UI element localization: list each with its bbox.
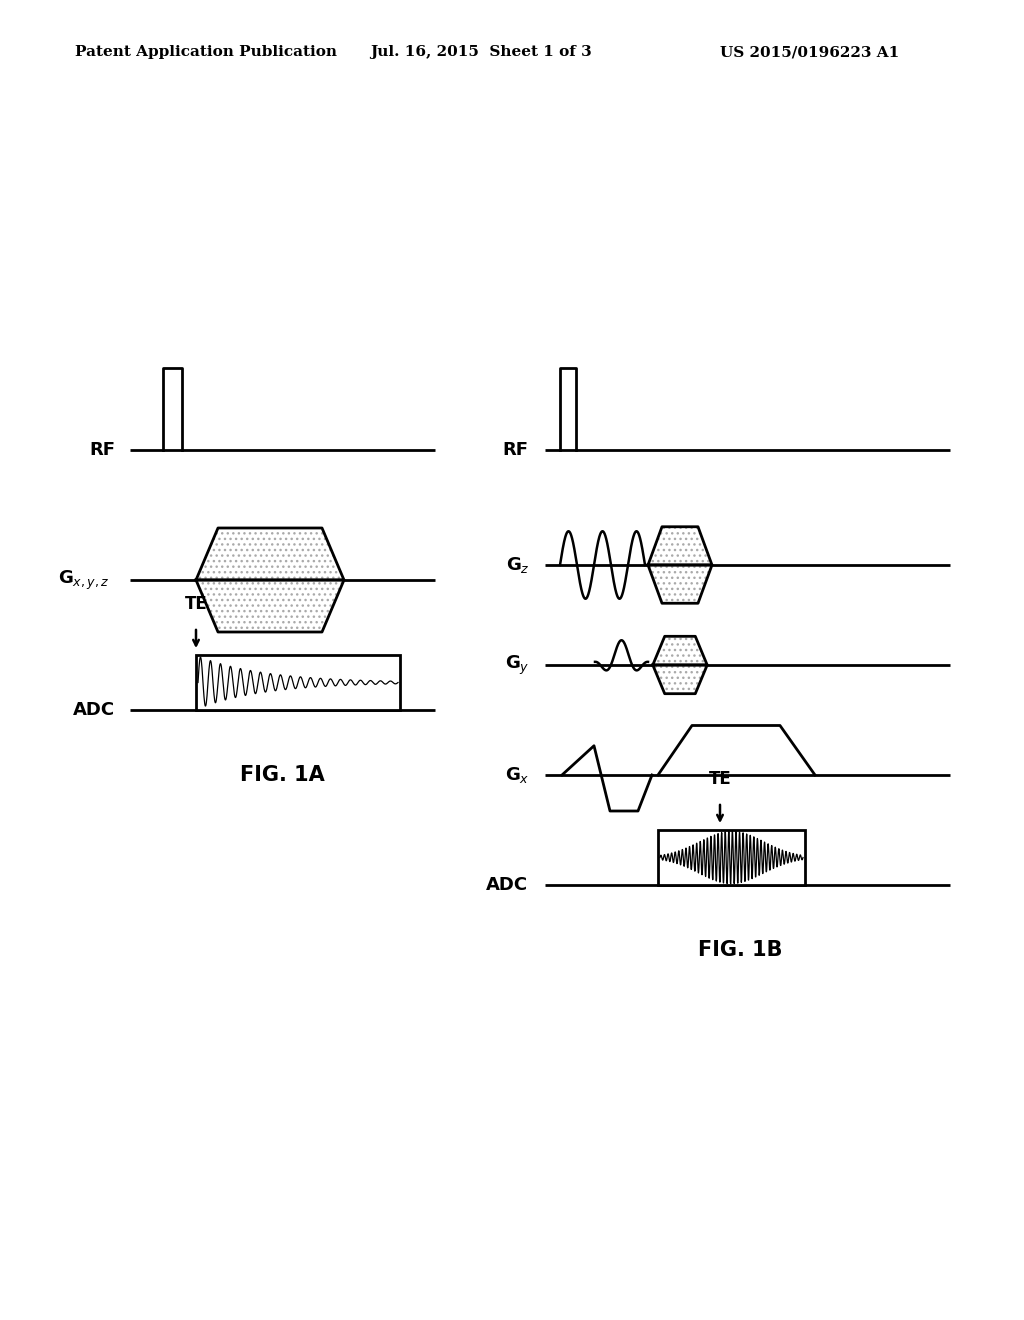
Text: Jul. 16, 2015  Sheet 1 of 3: Jul. 16, 2015 Sheet 1 of 3	[370, 45, 592, 59]
Polygon shape	[653, 636, 708, 665]
Text: TE: TE	[184, 595, 208, 612]
Text: Patent Application Publication: Patent Application Publication	[75, 45, 337, 59]
Polygon shape	[196, 528, 344, 579]
Text: TE: TE	[709, 770, 731, 788]
Text: RF: RF	[89, 441, 115, 459]
Text: $\mathbf{G}_{x,y,z}$: $\mathbf{G}_{x,y,z}$	[58, 569, 110, 591]
Polygon shape	[653, 665, 708, 694]
Polygon shape	[648, 565, 712, 603]
Text: $\mathbf{G}_{x}$: $\mathbf{G}_{x}$	[506, 766, 530, 785]
Bar	[196, 655, 400, 710]
Polygon shape	[196, 579, 344, 632]
Text: FIG. 1A: FIG. 1A	[240, 766, 325, 785]
Text: $\mathbf{G}_{y}$: $\mathbf{G}_{y}$	[506, 653, 530, 677]
Text: US 2015/0196223 A1: US 2015/0196223 A1	[720, 45, 899, 59]
Polygon shape	[648, 527, 712, 565]
Text: ADC: ADC	[73, 701, 115, 719]
Text: RF: RF	[502, 441, 528, 459]
Text: $\mathbf{G}_{z}$: $\mathbf{G}_{z}$	[506, 554, 530, 576]
Text: FIG. 1B: FIG. 1B	[697, 940, 782, 960]
Text: ADC: ADC	[485, 876, 528, 894]
Bar	[658, 830, 805, 884]
